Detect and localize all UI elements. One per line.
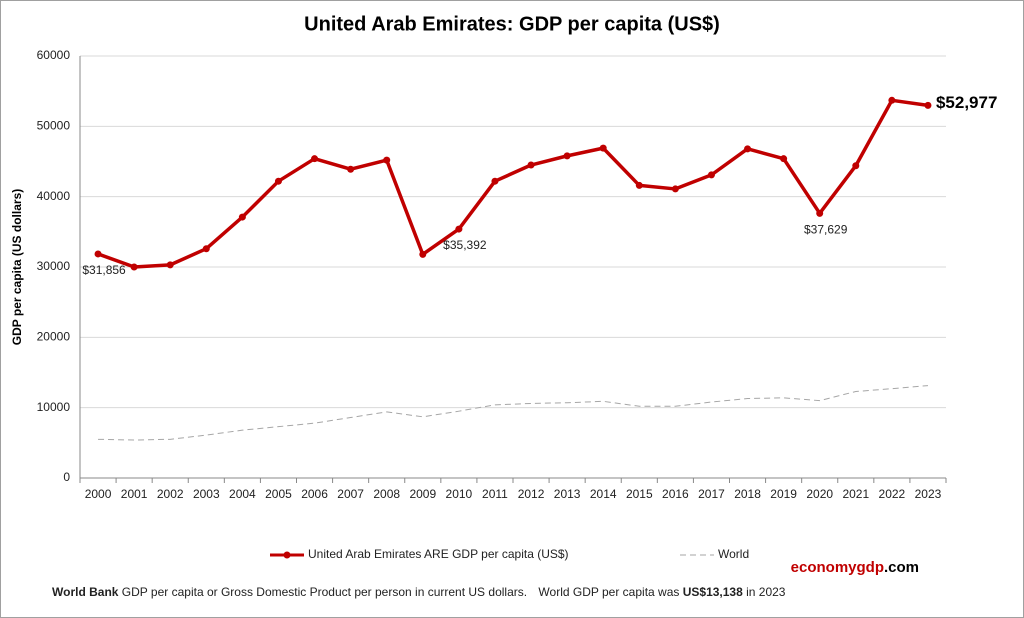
- value-label: $35,392: [443, 238, 487, 252]
- x-tick-label: 2003: [193, 487, 220, 501]
- point: [311, 155, 319, 163]
- x-tick-label: 2007: [337, 487, 364, 501]
- point: [527, 161, 535, 169]
- point: [599, 144, 607, 152]
- legend-marker: [283, 551, 291, 559]
- x-tick-label: 2005: [265, 487, 292, 501]
- point: [671, 185, 679, 193]
- point: [563, 152, 571, 160]
- point: [166, 261, 174, 269]
- x-tick-label: 2016: [662, 487, 689, 501]
- x-tick-label: 2006: [301, 487, 328, 501]
- point: [383, 156, 391, 164]
- x-tick-label: 2022: [879, 487, 906, 501]
- y-tick-label: 0: [63, 470, 70, 484]
- point: [744, 145, 752, 153]
- footer: World Bank GDP per capita or Gross Domes…: [52, 585, 786, 599]
- series-line: [97, 98, 929, 269]
- point: [635, 181, 643, 189]
- value-label: $31,856: [82, 263, 126, 277]
- x-tick-label: 2001: [121, 487, 148, 501]
- point: [202, 245, 210, 253]
- x-tick-label: 2023: [915, 487, 942, 501]
- x-tick-label: 2021: [842, 487, 869, 501]
- y-tick-label: 50000: [37, 119, 71, 133]
- point: [274, 177, 282, 185]
- brand-name: economygdp: [791, 559, 884, 576]
- x-tick-label: 2013: [554, 487, 581, 501]
- x-tick-label: 2017: [698, 487, 725, 501]
- x-tick-label: 2011: [482, 487, 508, 501]
- point: [419, 250, 427, 258]
- point: [707, 171, 715, 179]
- value-label: $37,629: [804, 223, 848, 237]
- point: [347, 165, 355, 173]
- point: [780, 155, 788, 163]
- point: [491, 177, 499, 185]
- point: [924, 101, 932, 109]
- point: [238, 213, 246, 221]
- y-tick-label: 40000: [37, 189, 71, 203]
- point: [455, 225, 463, 233]
- x-tick-label: 2018: [734, 487, 761, 501]
- point: [888, 96, 896, 104]
- point: [130, 263, 138, 271]
- series-line: [98, 385, 929, 441]
- footer-world-text: World GDP per capita was: [538, 585, 679, 599]
- x-tick-label: 2002: [157, 487, 184, 501]
- y-tick-label: 60000: [37, 48, 71, 62]
- brand-tld: .com: [884, 559, 919, 576]
- footer-world-value: US$13,138: [683, 585, 743, 599]
- x-tick-label: 2004: [229, 487, 256, 501]
- y-tick-label: 10000: [37, 400, 71, 414]
- footer-year-text: in 2023: [746, 585, 786, 599]
- x-tick-label: 2000: [85, 487, 112, 501]
- point: [94, 250, 102, 258]
- x-tick-label: 2008: [373, 487, 400, 501]
- chart-title: United Arab Emirates: GDP per capita (US…: [304, 13, 720, 35]
- legend-label: World: [718, 547, 749, 561]
- x-tick-label: 2019: [770, 487, 797, 501]
- value-label: $52,977: [936, 93, 997, 112]
- y-tick-label: 20000: [37, 330, 71, 344]
- x-tick-label: 2020: [806, 487, 833, 501]
- footer-text: GDP per capita or Gross Domestic Product…: [122, 585, 527, 599]
- x-tick-label: 2010: [446, 487, 473, 501]
- x-tick-label: 2014: [590, 487, 617, 501]
- footer-source: World Bank: [52, 585, 119, 599]
- legend-label: United Arab Emirates ARE GDP per capita …: [308, 547, 569, 561]
- y-axis-label: GDP per capita (US dollars): [10, 189, 24, 346]
- point: [852, 162, 860, 170]
- point: [816, 209, 824, 217]
- x-tick-label: 2015: [626, 487, 653, 501]
- y-tick-label: 30000: [37, 259, 71, 273]
- x-tick-label: 2012: [518, 487, 545, 501]
- x-tick-label: 2009: [409, 487, 436, 501]
